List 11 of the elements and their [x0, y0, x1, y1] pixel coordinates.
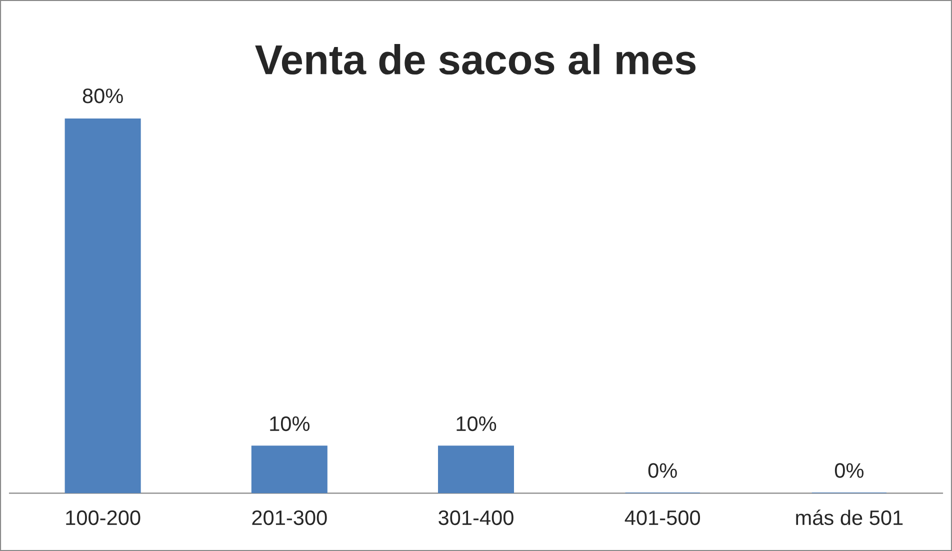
x-tick-label: 401-500	[624, 510, 700, 526]
data-label: 10%	[456, 416, 496, 432]
x-tick-label: 201-300	[252, 510, 327, 526]
chart-title: Venta de sacos al mes	[255, 44, 696, 75]
data-label: 80%	[82, 88, 123, 104]
x-tick-label: 301-400	[438, 510, 514, 526]
data-label: 0%	[834, 463, 864, 478]
x-tick-label: más de 501	[796, 510, 903, 526]
x-tick-label: 100-200	[66, 510, 140, 526]
data-label: 0%	[648, 463, 677, 478]
data-label: 10%	[270, 416, 310, 432]
